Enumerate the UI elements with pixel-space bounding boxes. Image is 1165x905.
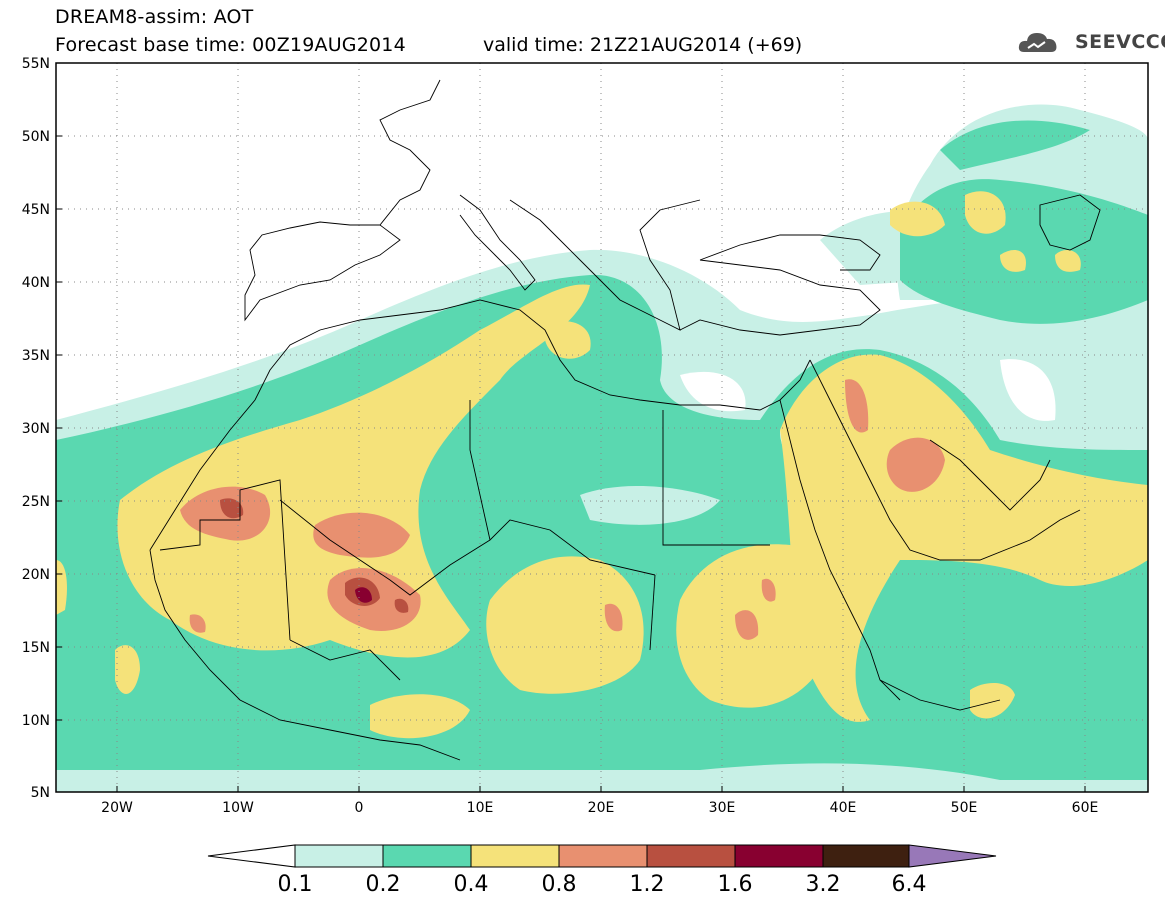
coastlines <box>149 79 1101 761</box>
lat-label-20n: 20N <box>22 567 50 583</box>
tick-marks <box>56 62 1086 792</box>
lon-label-10e: 10E <box>467 800 494 816</box>
colorbar-bin-5 <box>734 844 824 868</box>
lat-label-25n: 25N <box>22 494 50 510</box>
lat-label-10n: 10N <box>22 713 50 729</box>
cloud-logo-icon <box>1018 33 1057 52</box>
lon-label-40e: 40E <box>830 800 857 816</box>
colorbar <box>207 844 997 868</box>
lat-label-55n: 55N <box>22 56 50 72</box>
lat-label-35n: 35N <box>22 348 50 364</box>
colorbar-bin-6 <box>822 844 910 868</box>
colorbar-bin-3 <box>558 844 648 868</box>
lat-label-5n: 5N <box>31 785 50 801</box>
lon-label-60e: 60E <box>1072 800 1099 816</box>
colorbar-label-5: 1.6 <box>717 872 753 897</box>
colorbar-bin-0 <box>294 844 384 868</box>
colorbar-bin-4 <box>646 844 736 868</box>
lon-label-20e: 20E <box>588 800 615 816</box>
colorbar-bin-1 <box>382 844 472 868</box>
lon-label-20w: 20W <box>101 800 133 816</box>
valid-time: valid time: 21Z21AUG2014 (+69) <box>483 34 803 56</box>
lat-label-45n: 45N <box>22 202 50 218</box>
colorbar-high-arrow <box>908 844 997 868</box>
colorbar-bin-2 <box>470 844 560 868</box>
lat-label-15n: 15N <box>22 640 50 656</box>
colorbar-label-2: 0.4 <box>453 872 489 897</box>
colorbar-label-4: 1.2 <box>629 872 665 897</box>
lon-tick-labels: 20W 10W 0 10E 20E 30E 40E 50E 60E <box>101 800 1098 816</box>
colorbar-low-arrow <box>207 844 296 868</box>
lon-label-50e: 50E <box>951 800 978 816</box>
lon-label-30e: 30E <box>709 800 736 816</box>
colorbar-label-6: 3.2 <box>805 872 841 897</box>
logo-text: SEEVCCC <box>1075 31 1165 53</box>
title-line1: DREAM8-assim: AOT <box>55 6 254 28</box>
lon-label-10w: 10W <box>222 800 254 816</box>
colorbar-label-7: 6.4 <box>891 872 927 897</box>
aot-field <box>56 63 1148 792</box>
lat-tick-labels: 55N 50N 45N 40N 35N 30N 25N 20N 15N 10N … <box>22 56 50 801</box>
lat-label-40n: 40N <box>22 275 50 291</box>
forecast-base-time: Forecast base time: 00Z19AUG2014 <box>55 34 406 56</box>
colorbar-label-3: 0.8 <box>541 872 577 897</box>
colorbar-label-1: 0.2 <box>365 872 401 897</box>
colorbar-label-0: 0.1 <box>277 872 313 897</box>
lat-label-30n: 30N <box>22 421 50 437</box>
lon-label-0: 0 <box>355 800 364 816</box>
lat-label-50n: 50N <box>22 129 50 145</box>
